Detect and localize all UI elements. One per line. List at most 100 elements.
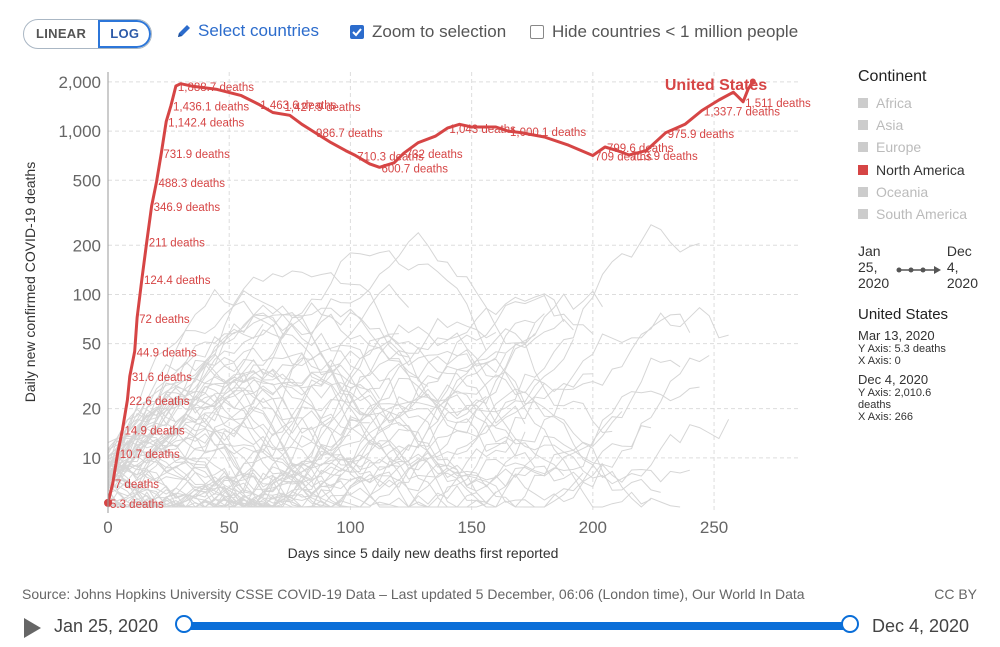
hide-small-countries-checkbox[interactable]: Hide countries < 1 million people bbox=[530, 22, 798, 42]
info-end-x: X Axis: 266 bbox=[858, 411, 914, 423]
zoom-to-selection-checkbox[interactable]: Zoom to selection bbox=[350, 22, 506, 42]
timeline-end-handle[interactable] bbox=[841, 615, 859, 633]
linear-scale-button[interactable]: LINEAR bbox=[36, 26, 87, 41]
info-start-y: Y Axis: 5.3 deaths bbox=[858, 343, 946, 355]
range-end: Dec 4, 2020 bbox=[946, 243, 978, 291]
data-label: 1,888.7 deaths bbox=[178, 82, 254, 94]
country-line bbox=[107, 413, 293, 478]
license-link[interactable]: CC BY bbox=[934, 586, 977, 602]
timeline-start-handle[interactable] bbox=[175, 615, 193, 633]
y-tick-label: 200 bbox=[73, 236, 101, 255]
legend-item-europe[interactable]: Europe bbox=[858, 136, 998, 158]
country-line bbox=[107, 370, 371, 502]
legend-swatch bbox=[858, 164, 868, 175]
country-line bbox=[107, 370, 652, 508]
range-start: Jan 25, 2020 bbox=[858, 243, 890, 291]
country-line bbox=[107, 349, 652, 508]
line-chart: 5.3 deaths 7 deaths 10.7 deaths 14.9 deaths… bbox=[22, 72, 811, 561]
legend-item-oceania[interactable]: Oceania bbox=[858, 181, 998, 203]
x-tick-label: 50 bbox=[220, 518, 239, 537]
legend-item-africa[interactable]: Africa bbox=[858, 92, 998, 114]
country-line bbox=[107, 433, 332, 508]
timeline-start-date: Jan 25, 2020 bbox=[54, 616, 159, 636]
range-arrow-icon bbox=[896, 266, 941, 274]
timeline-track[interactable] bbox=[184, 622, 850, 630]
country-line bbox=[107, 377, 487, 508]
country-line bbox=[107, 224, 700, 471]
x-tick-label: 150 bbox=[457, 518, 485, 537]
data-label: 346.9 deaths bbox=[154, 202, 221, 214]
data-label: 124.4 deaths bbox=[144, 275, 211, 287]
y-tick-label: 2,000 bbox=[58, 73, 101, 92]
y-tick-label: 100 bbox=[73, 285, 101, 304]
data-label: 72 deaths bbox=[139, 314, 190, 326]
data-label: 986.7 deaths bbox=[316, 128, 383, 140]
source-text: Source: Johns Hopkins University CSSE CO… bbox=[22, 586, 805, 602]
country-line bbox=[107, 401, 565, 508]
x-tick-label: 200 bbox=[579, 518, 607, 537]
legend-label: Oceania bbox=[876, 183, 929, 200]
legend-label: Africa bbox=[876, 95, 912, 112]
y-tick-label: 1,000 bbox=[58, 122, 101, 141]
data-label: 1,427.9 deaths bbox=[285, 102, 361, 114]
info-start-x: X Axis: 0 bbox=[858, 355, 901, 367]
info-end-y: Y Axis: 2,010.6 bbox=[858, 387, 932, 399]
timeline: Jan 25, 2020 Dec 4, 2020 bbox=[0, 610, 1000, 647]
series-info-panel: United States Mar 13, 2020 Y Axis: 5.3 d… bbox=[858, 306, 998, 423]
data-label: 14.9 deaths bbox=[125, 426, 185, 438]
data-label: 1,142.4 deaths bbox=[168, 118, 244, 130]
legend-swatch bbox=[858, 186, 868, 197]
legend-swatch bbox=[858, 120, 868, 131]
country-line bbox=[107, 387, 526, 488]
checkbox-checked-icon bbox=[350, 25, 364, 39]
date-range: Jan 25, 2020 Dec 4, 2020 bbox=[858, 243, 988, 295]
series-name-label: United States bbox=[665, 77, 767, 94]
data-label: 600.7 deaths bbox=[382, 163, 449, 175]
country-line bbox=[107, 397, 332, 472]
data-label: 7 deaths bbox=[115, 479, 159, 491]
select-countries-button[interactable]: Select countries bbox=[176, 21, 319, 41]
country-line bbox=[107, 288, 293, 487]
log-scale-button[interactable]: LOG bbox=[98, 20, 151, 48]
country-line bbox=[107, 353, 293, 469]
country-line bbox=[107, 383, 545, 508]
legend-item-north-america[interactable]: North America bbox=[858, 159, 998, 181]
legend-label: North America bbox=[876, 161, 965, 178]
country-line bbox=[107, 435, 690, 508]
series-end-point bbox=[749, 78, 756, 85]
axes: 10 20 50 100 200 500 1,000 2,000 0 50 100 150 200 250 bbox=[58, 72, 728, 537]
data-label: 211 deaths bbox=[149, 237, 205, 249]
legend-item-asia[interactable]: Asia bbox=[858, 114, 998, 136]
country-line bbox=[107, 313, 380, 450]
y-tick-label: 500 bbox=[73, 171, 101, 190]
legend-item-south-america[interactable]: South America bbox=[858, 203, 998, 225]
data-label: 975.9 deaths bbox=[668, 129, 735, 141]
timeline-end-date: Dec 4, 2020 bbox=[872, 616, 970, 636]
data-label: 10.7 deaths bbox=[120, 449, 180, 461]
country-line bbox=[107, 363, 341, 495]
data-label: 1,043 deaths bbox=[449, 124, 516, 136]
y-tick-label: 20 bbox=[82, 400, 101, 419]
data-label: 710.3 deaths bbox=[357, 151, 424, 163]
country-line bbox=[107, 476, 371, 508]
country-line bbox=[107, 378, 584, 508]
data-label: 1,337.7 deaths bbox=[704, 106, 780, 118]
data-label: 1,436.1 deaths bbox=[173, 101, 249, 113]
country-line bbox=[107, 394, 497, 508]
data-label: 799.6 deaths bbox=[607, 143, 674, 155]
x-tick-label: 0 bbox=[103, 518, 112, 537]
data-label: 44.9 deaths bbox=[137, 347, 197, 359]
country-line bbox=[107, 318, 574, 475]
legend-swatch bbox=[858, 98, 868, 109]
country-line bbox=[107, 340, 730, 508]
data-label: 1,000.1 deaths bbox=[510, 127, 586, 139]
play-icon[interactable] bbox=[24, 618, 41, 638]
country-line bbox=[107, 231, 613, 508]
country-line bbox=[107, 333, 399, 508]
legend-title: Continent bbox=[858, 68, 927, 85]
y-tick-label: 50 bbox=[82, 335, 101, 354]
info-country: United States bbox=[858, 306, 949, 323]
select-countries-label: Select countries bbox=[198, 21, 319, 40]
country-line bbox=[107, 352, 487, 508]
data-label: 22.6 deaths bbox=[129, 396, 189, 408]
